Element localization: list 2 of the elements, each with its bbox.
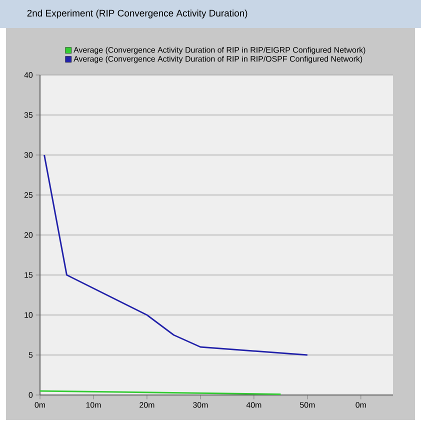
line-series	[44, 154, 308, 356]
chart-title: 2nd Experiment (RIP Convergence Activity Duration)	[27, 10, 248, 18]
